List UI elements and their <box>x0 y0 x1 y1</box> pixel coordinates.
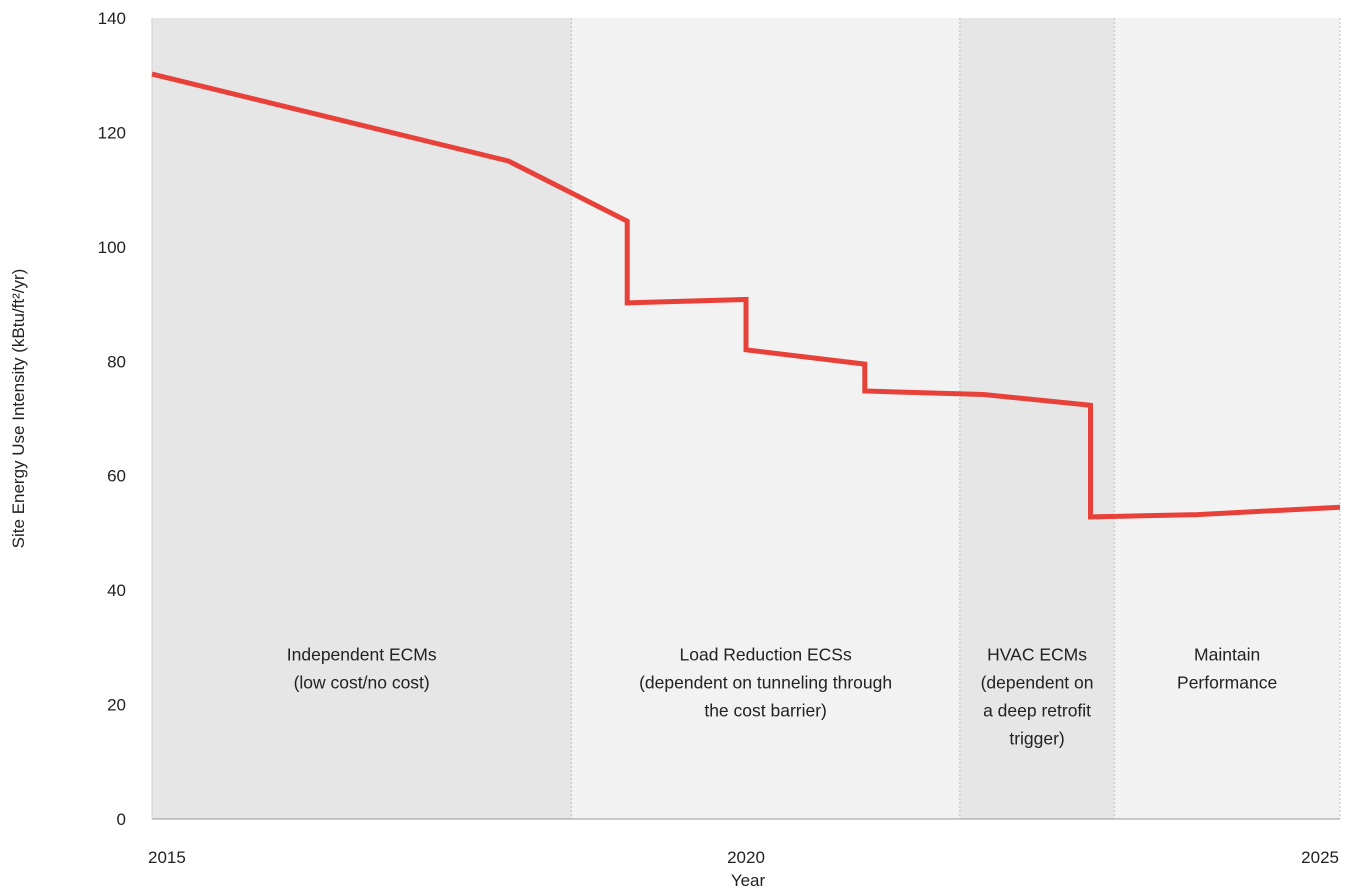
phase-bands <box>152 18 1340 819</box>
x-tick-label: 2025 <box>1301 848 1339 867</box>
phase-dividers <box>570 18 1341 819</box>
phase-label-1: Independent ECMs (low cost/no cost) <box>287 645 437 693</box>
y-axis-label: Site Energy Use Intensity (kBtu/ft²/yr) <box>9 269 28 549</box>
x-axis-label: Year <box>731 871 766 890</box>
phase-label-line: Maintain <box>1194 645 1260 665</box>
phase-label-3: HVAC ECMs (dependent on a deep retrofit tri… <box>981 645 1094 749</box>
phase-label-line: Load Reduction ECSs <box>680 645 852 665</box>
y-tick-label: 100 <box>98 238 126 257</box>
y-tick-label: 60 <box>107 467 126 486</box>
phase-label-2: Load Reduction ECSs (dependent on tunneli… <box>639 645 892 721</box>
phase-label-line: a deep retrofit <box>983 701 1091 721</box>
eui-series-line <box>151 71 1341 520</box>
phase-label-line: (dependent on tunneling through <box>639 673 892 693</box>
phase-label-line: Independent ECMs <box>287 645 437 665</box>
x-axis-ticks: 2015 2020 2025 <box>148 848 1339 867</box>
phase-label-4: Maintain Performance <box>1177 645 1277 693</box>
phase-band-2 <box>571 18 960 819</box>
phase-labels: Independent ECMs (low cost/no cost) Load R… <box>287 645 1277 749</box>
y-tick-label: 80 <box>107 352 126 371</box>
phase-label-line: (low cost/no cost) <box>294 673 430 693</box>
x-tick-label: 2020 <box>727 848 765 867</box>
y-tick-label: 0 <box>117 810 126 829</box>
y-tick-label: 40 <box>107 581 126 600</box>
y-tick-label: 120 <box>98 123 126 142</box>
phase-label-line: trigger) <box>1009 729 1064 749</box>
phase-label-line: HVAC ECMs <box>987 645 1087 665</box>
y-tick-label: 140 <box>98 9 126 28</box>
phase-band-1 <box>152 18 572 819</box>
x-tick-label: 2015 <box>148 848 186 867</box>
phase-label-line: Performance <box>1177 673 1277 693</box>
y-tick-label: 20 <box>107 696 126 715</box>
phase-band-4 <box>1114 18 1340 819</box>
phase-label-line: (dependent on <box>981 673 1094 693</box>
phase-label-line: the cost barrier) <box>704 701 827 721</box>
y-axis-ticks: 0 20 40 60 80 100 120 140 <box>98 9 126 829</box>
